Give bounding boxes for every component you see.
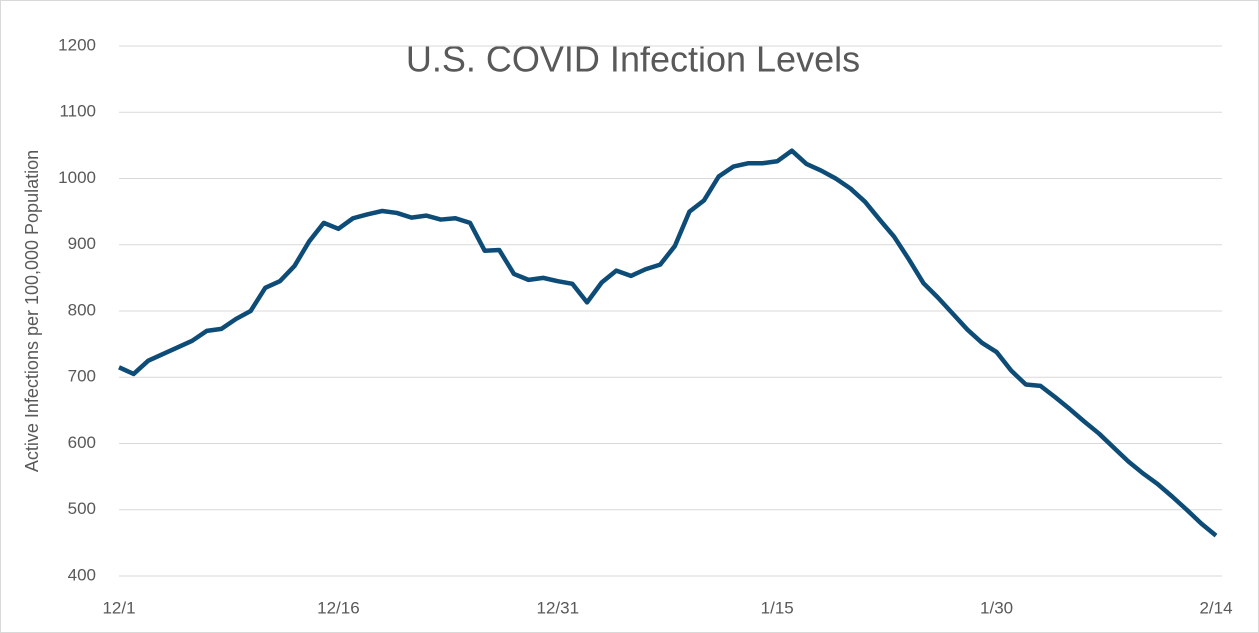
- y-axis-label: Active Infections per 100,000 Population: [22, 150, 42, 472]
- y-tick-label: 1100: [59, 102, 96, 121]
- y-tick-label: 600: [68, 433, 96, 452]
- x-tick-label: 12/1: [102, 598, 135, 617]
- data-line: [118, 148, 1218, 538]
- y-tick-label: 800: [68, 300, 96, 319]
- y-tick-label: 900: [68, 234, 96, 253]
- y-tick-label: 700: [68, 367, 96, 386]
- x-tick-label: 1/30: [980, 598, 1013, 617]
- x-tick-label: 12/31: [537, 598, 580, 617]
- x-tick-label: 2/14: [1199, 598, 1232, 617]
- y-tick-label: 500: [68, 499, 96, 518]
- y-tick-label: 400: [68, 565, 96, 584]
- chart-title: U.S. COVID Infection Levels: [406, 39, 860, 80]
- y-tick-label: 1200: [58, 35, 96, 54]
- y-tick-label: 1000: [58, 168, 96, 187]
- x-tick-label: 1/15: [761, 598, 794, 617]
- x-tick-label: 12/16: [317, 598, 360, 617]
